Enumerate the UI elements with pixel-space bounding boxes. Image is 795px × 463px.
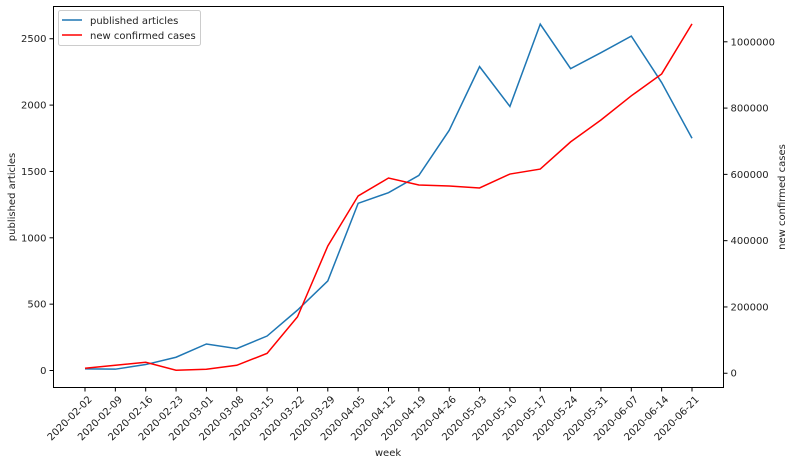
y-axis-right-label: new confirmed cases xyxy=(777,144,788,250)
series-line-articles xyxy=(84,22,693,370)
y-left-tick-label: 2000 xyxy=(21,101,46,112)
y-left-tick-label: 1500 xyxy=(21,167,46,178)
y-right-tick-label: 800000 xyxy=(731,104,769,115)
y-right-tick-label: 0 xyxy=(731,369,737,380)
plot-frame xyxy=(53,6,724,388)
y-axis-left-label: published articles xyxy=(7,153,18,241)
legend-label-articles: published articles xyxy=(90,16,178,27)
legend-label-cases: new confirmed cases xyxy=(90,31,196,42)
legend: published articles new confirmed cases xyxy=(58,10,201,46)
y-right-tick-label: 400000 xyxy=(731,236,769,247)
y-left-tick-label: 0 xyxy=(40,366,46,377)
series-line-cases xyxy=(84,23,693,372)
y-left-tick-label: 2500 xyxy=(21,34,46,45)
y-right-tick-label: 600000 xyxy=(731,170,769,181)
y-right-tick-label: 200000 xyxy=(731,302,769,313)
y-left-tick-label: 500 xyxy=(27,300,46,311)
y-right-tick-label: 1000000 xyxy=(731,37,776,48)
y-left-tick-label: 1000 xyxy=(21,233,46,244)
x-axis-label: week xyxy=(375,448,401,459)
